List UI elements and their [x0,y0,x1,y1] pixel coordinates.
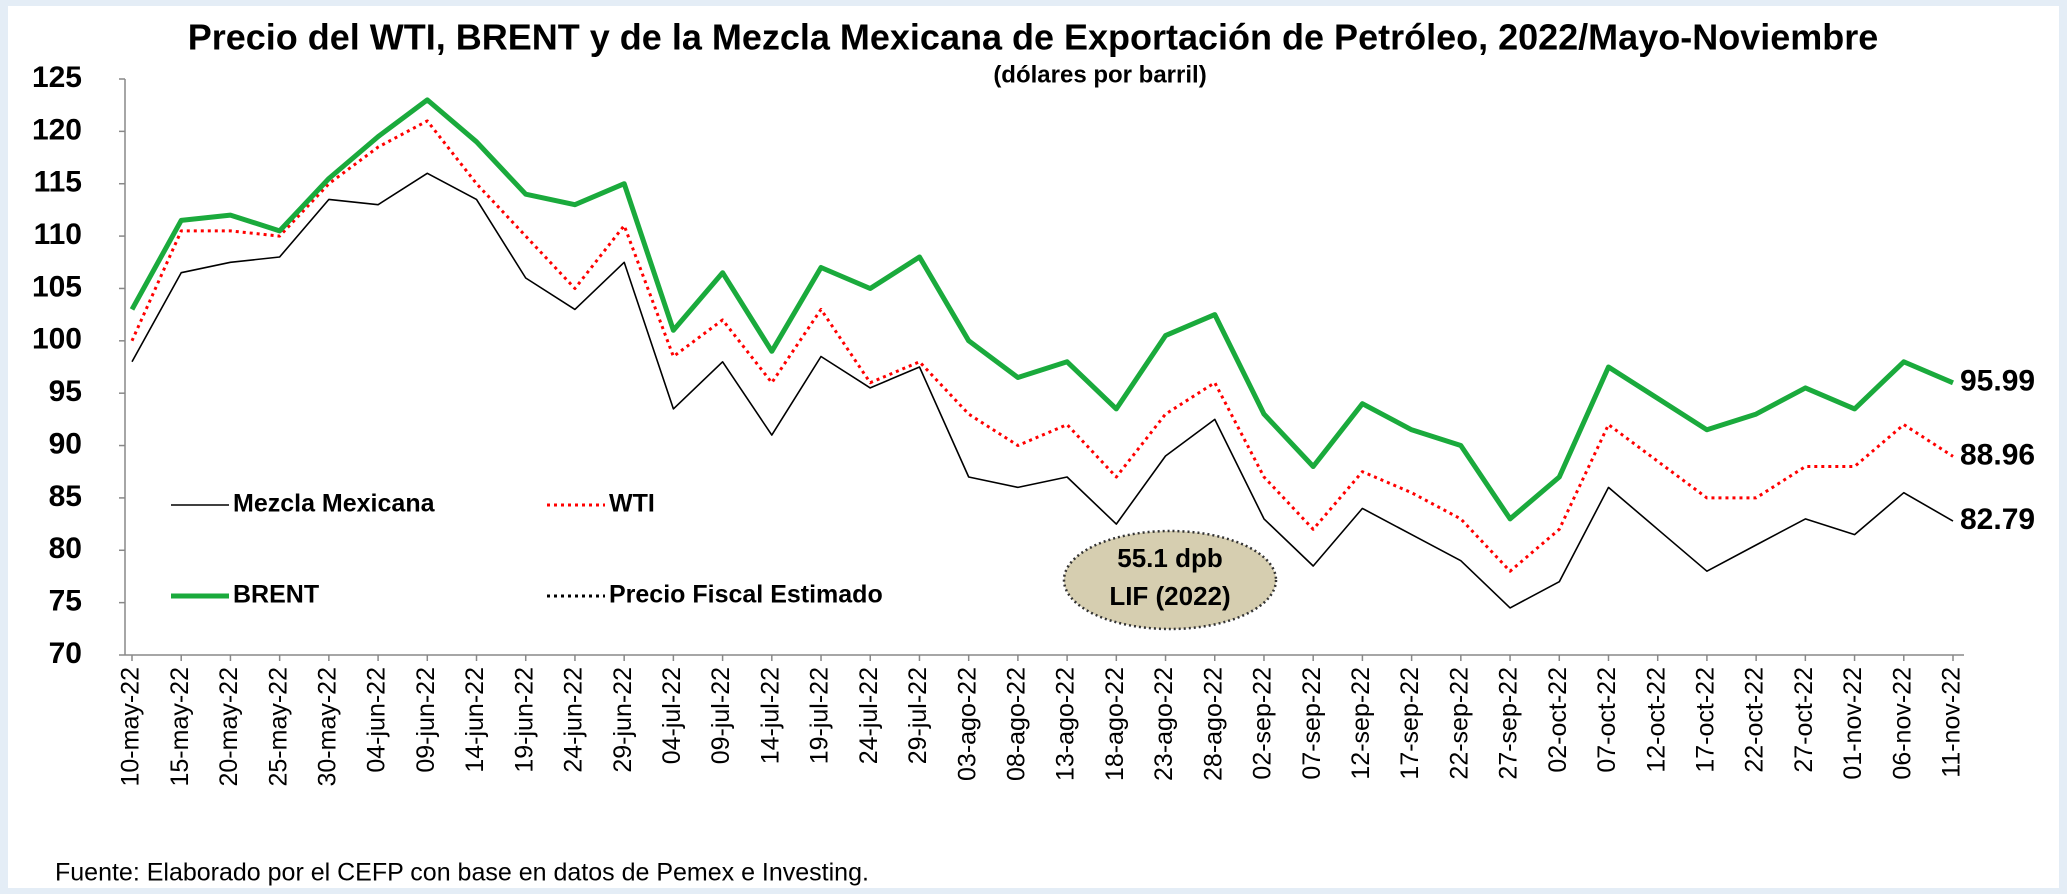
x-tick-label: 17-sep-22 [1396,667,1424,780]
y-tick-label: 70 [49,637,82,670]
x-tick-label: 08-ago-22 [1003,667,1031,781]
y-tick-label: 90 [49,427,82,460]
annotation-bubble [1062,529,1278,631]
annotation-text: LIF (2022) [1109,581,1230,611]
x-tick-label: 15-may-22 [166,667,194,787]
x-tick-label: 27-sep-22 [1495,667,1523,780]
x-tick-label: 02-oct-22 [1544,667,1572,773]
x-tick-label: 13-ago-22 [1052,667,1080,781]
x-tick-label: 07-oct-22 [1593,667,1621,773]
x-tick-label: 22-sep-22 [1445,667,1473,780]
chart-subtitle: (dólares por barril) [993,61,1206,88]
chart-title: Precio del WTI, BRENT y de la Mezcla Mex… [188,17,1879,58]
x-tick-label: 14-jun-22 [461,667,489,773]
y-tick-label: 75 [49,585,82,618]
x-tick-label: 25-may-22 [264,667,292,787]
annotation-text: 55.1 dpb [1117,543,1222,573]
x-tick-label: 27-oct-22 [1790,667,1818,773]
x-tick-label: 06-nov-22 [1888,667,1916,780]
x-tick-label: 01-nov-22 [1839,667,1867,780]
series-line [129,97,1954,522]
x-tick-label: 04-jul-22 [658,667,686,764]
x-tick-label: 19-jun-22 [510,667,538,773]
y-tick-label: 110 [34,218,82,251]
x-tick-label: 29-jun-22 [609,667,637,773]
x-tick-label: 12-oct-22 [1642,667,1670,773]
y-tick-label: 95 [49,375,82,408]
end-label: 82.79 [1960,503,2035,536]
x-tick-label: 14-jul-22 [756,667,784,764]
x-tick-label: 03-ago-22 [953,667,981,781]
end-label: 95.99 [1960,365,2035,398]
y-tick-label: 105 [32,270,82,303]
x-tick-label: 04-jun-22 [363,667,391,773]
y-tick-label: 80 [49,532,82,565]
x-tick-label: 18-ago-22 [1101,667,1129,781]
x-tick-label: 09-jul-22 [707,667,735,764]
end-label: 88.96 [1960,438,2035,471]
y-tick-label: 100 [32,323,82,356]
x-tick-label: 19-jul-22 [806,667,834,764]
x-tick-label: 30-may-22 [313,667,341,787]
series-line [131,172,1954,609]
y-tick-label: 115 [34,166,82,199]
x-tick-label: 17-oct-22 [1692,667,1720,773]
y-tick-label: 125 [32,61,82,94]
x-tick-label: 22-oct-22 [1741,667,1769,773]
x-tick-label: 28-ago-22 [1199,667,1227,781]
x-tick-label: 11-nov-22 [1938,667,1966,778]
y-tick-label: 120 [32,113,82,146]
x-tick-label: 29-jul-22 [904,667,932,764]
x-tick-label: 20-may-22 [215,667,243,787]
x-tick-label: 24-jun-22 [560,667,588,773]
x-tick-label: 24-jul-22 [855,667,883,764]
legend-label: Precio Fiscal Estimado [609,581,883,609]
legend-label: BRENT [233,581,319,609]
legend-label: WTI [609,490,655,518]
x-tick-label: 10-may-22 [117,667,145,787]
x-tick-label: 12-sep-22 [1347,667,1375,780]
x-tick-label: 02-sep-22 [1249,667,1277,780]
chart-background [8,6,2059,888]
source-note: Fuente: Elaborado por el CEFP con base e… [55,859,869,887]
x-tick-label: 09-jun-22 [412,667,440,773]
x-tick-label: 23-ago-22 [1150,667,1178,781]
y-tick-label: 85 [49,480,82,513]
legend-label: Mezcla Mexicana [233,490,436,518]
x-tick-label: 07-sep-22 [1298,667,1326,780]
series-line [130,119,1954,573]
